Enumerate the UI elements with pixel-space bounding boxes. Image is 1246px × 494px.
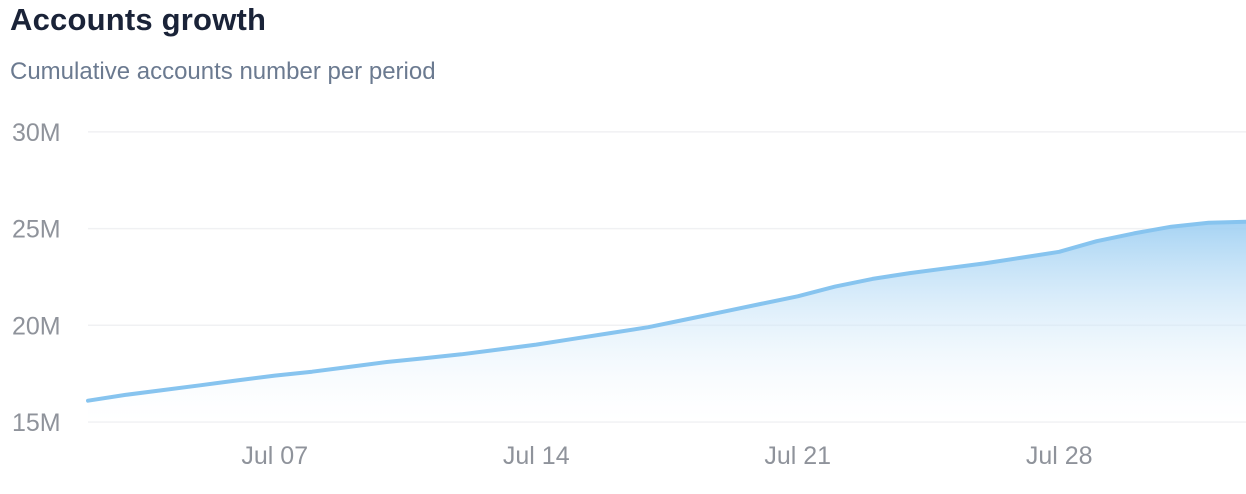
series-area-fill [88,221,1246,422]
y-tick-label-15M: 15M [12,409,61,437]
x-tick-label-Jul-07: Jul 07 [241,442,308,470]
x-tick-label-Jul-14: Jul 14 [503,442,570,470]
x-tick-label-Jul-28: Jul 28 [1026,442,1093,470]
y-tick-label-20M: 20M [12,312,61,340]
y-tick-label-30M: 30M [12,119,61,147]
chart-title: Accounts growth [10,2,267,37]
series-line [86,219,1246,403]
chart-subtitle: Cumulative accounts number per period [10,58,436,85]
x-tick-label-Jul-21: Jul 21 [764,442,831,470]
y-tick-label-25M: 25M [12,216,61,244]
